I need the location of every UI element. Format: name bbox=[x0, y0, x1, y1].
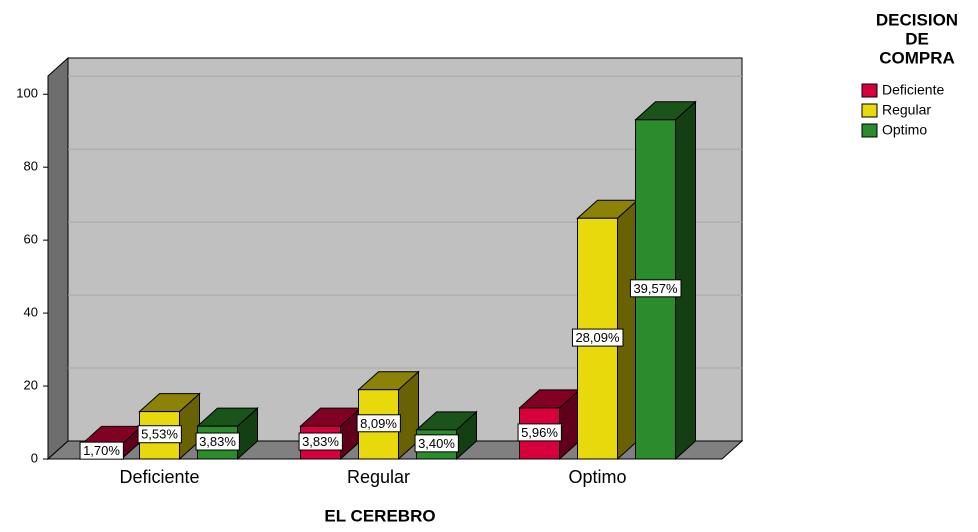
data-label: 39,57% bbox=[633, 281, 678, 296]
x-tick-label: Deficiente bbox=[119, 467, 199, 487]
legend-swatch bbox=[861, 103, 878, 118]
data-label-box bbox=[356, 414, 401, 433]
data-label-box bbox=[414, 434, 459, 453]
y-tick-label: 0 bbox=[31, 450, 38, 465]
y-tick-label: 60 bbox=[24, 232, 38, 247]
data-label-box bbox=[137, 425, 182, 444]
legend-title: DECISION bbox=[876, 10, 958, 29]
data-label-box bbox=[298, 432, 343, 451]
data-label: 3,40% bbox=[418, 436, 455, 451]
legend-swatch bbox=[861, 83, 878, 98]
legend-title: DE bbox=[905, 29, 929, 48]
x-tick-label: Regular bbox=[347, 467, 410, 487]
legend-label: Optimo bbox=[882, 122, 927, 138]
data-label: 3,83% bbox=[302, 434, 339, 449]
y-tick-label: 40 bbox=[24, 305, 38, 320]
data-label: 8,09% bbox=[360, 416, 397, 431]
legend-title: COMPRA bbox=[879, 48, 955, 67]
data-label-box bbox=[629, 279, 682, 298]
data-label: 5,96% bbox=[521, 425, 558, 440]
data-label-box bbox=[571, 328, 624, 347]
data-label-box bbox=[79, 441, 124, 460]
data-label: 28,09% bbox=[575, 330, 620, 345]
data-label: 1,70% bbox=[83, 443, 120, 458]
data-label-box bbox=[517, 423, 562, 442]
x-axis-title: EL CEREBRO bbox=[324, 506, 435, 525]
data-label: 3,83% bbox=[199, 434, 236, 449]
data-label: 5,53% bbox=[141, 427, 178, 442]
y-tick-label: 100 bbox=[16, 86, 38, 101]
y-tick-label: 20 bbox=[24, 377, 38, 392]
legend-label: Regular bbox=[882, 102, 931, 118]
data-label-box bbox=[195, 432, 240, 451]
legend-swatch bbox=[861, 123, 878, 138]
legend-label: Deficiente bbox=[882, 82, 944, 98]
side-wall bbox=[47, 56, 69, 461]
y-tick-label: 80 bbox=[24, 159, 38, 174]
x-tick-label: Optimo bbox=[568, 467, 626, 487]
